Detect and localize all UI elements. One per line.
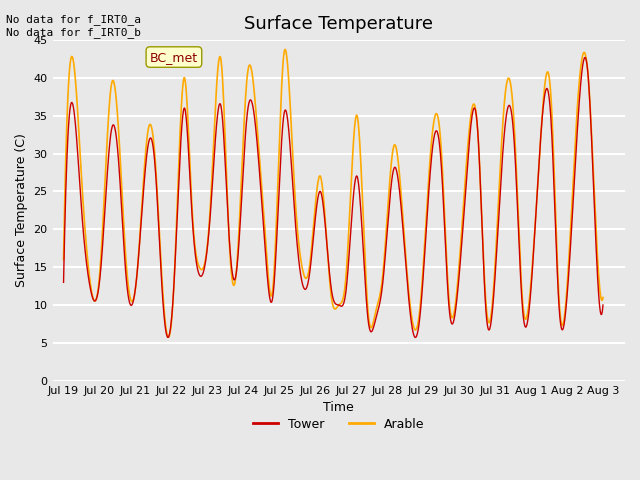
Text: BC_met: BC_met bbox=[150, 50, 198, 63]
Legend: Tower, Arable: Tower, Arable bbox=[248, 413, 429, 436]
Y-axis label: Surface Temperature (C): Surface Temperature (C) bbox=[15, 133, 28, 288]
X-axis label: Time: Time bbox=[323, 401, 354, 414]
Text: No data for f_IRT0_a
No data for f_IRT0_b: No data for f_IRT0_a No data for f_IRT0_… bbox=[6, 14, 141, 38]
Title: Surface Temperature: Surface Temperature bbox=[244, 15, 433, 33]
